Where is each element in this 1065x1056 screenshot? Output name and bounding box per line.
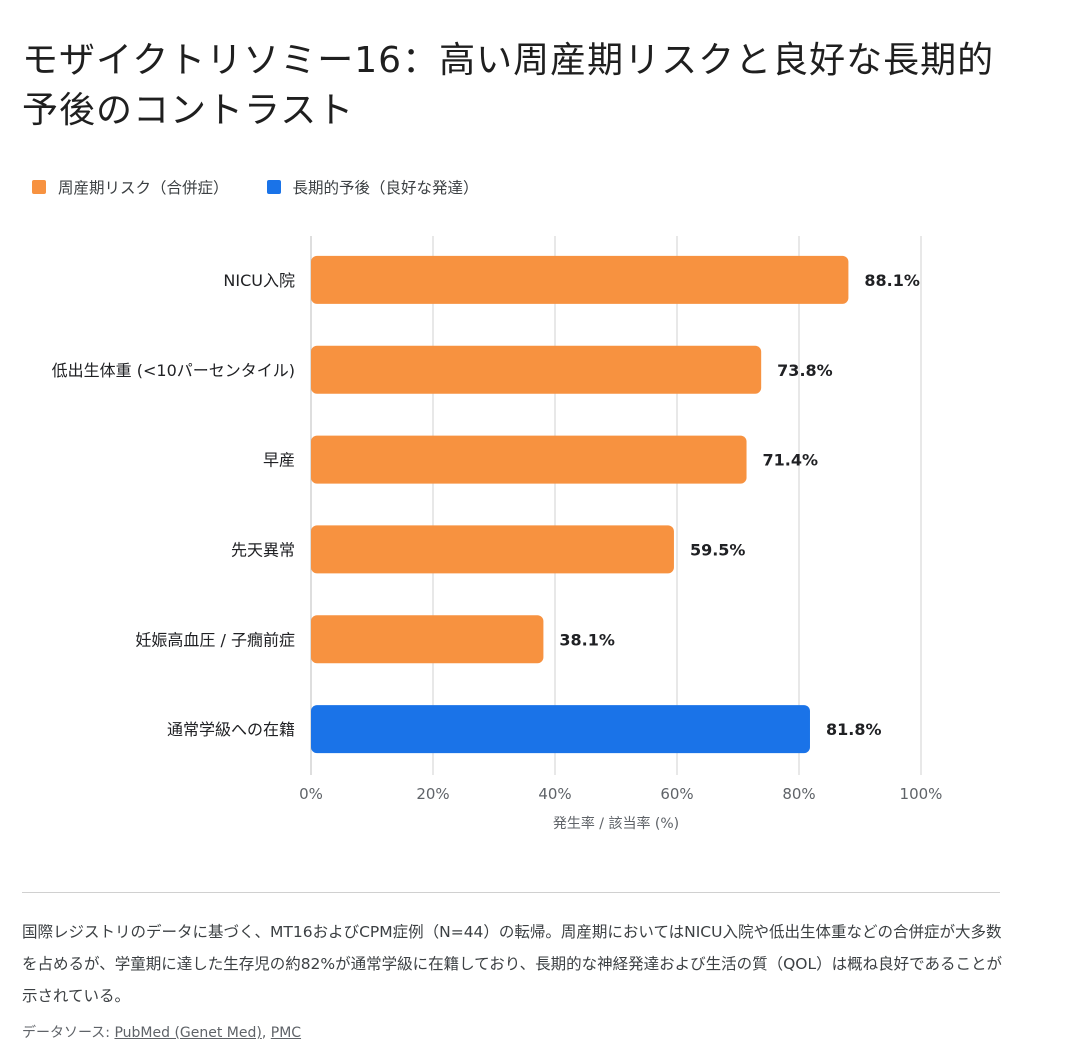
source-link-pmc[interactable]: PMC: [270, 1025, 302, 1041]
value-label: 81.8%: [826, 720, 882, 739]
source-link-pubmed[interactable]: PubMed (Genet Med): [114, 1025, 262, 1041]
divider: [22, 892, 1000, 893]
source-prefix: データソース:: [22, 1025, 115, 1041]
category-label: 早産: [263, 451, 295, 470]
category-label: NICU入院: [223, 271, 295, 290]
category-label: 先天異常: [231, 540, 295, 559]
value-label: 59.5%: [690, 540, 746, 559]
category-label: 妊娠高血圧 / 子癇前症: [135, 630, 295, 649]
legend-label: 周産期リスク（合併症）: [58, 179, 229, 197]
legend-swatch-orange: [32, 180, 46, 194]
x-tick-label: 0%: [299, 785, 323, 803]
x-tick-labels: 0% 20% 40% 60% 80% 100%: [299, 785, 942, 803]
bar[interactable]: [311, 615, 544, 664]
source-separator: ,: [261, 1025, 271, 1041]
legend-item-perinatal-risk[interactable]: 周産期リスク（合併症）: [32, 176, 229, 198]
legend-item-long-term-prognosis[interactable]: 長期的予後（良好な発達）: [266, 176, 479, 198]
data-source: データソース: PubMed (Genet Med), PMC: [22, 1022, 301, 1042]
value-label: 38.1%: [559, 630, 615, 649]
x-tick-label: 100%: [900, 785, 943, 803]
value-label: 71.4%: [763, 451, 819, 470]
bar[interactable]: [311, 525, 674, 574]
x-tick-label: 40%: [538, 785, 571, 803]
value-label: 73.8%: [777, 361, 833, 380]
bar[interactable]: [311, 705, 810, 754]
value-label: 88.1%: [864, 271, 920, 290]
value-labels: 88.1% 73.8% 71.4% 59.5% 38.1% 81.8%: [559, 271, 920, 739]
chart-title: モザイクトリソミー16：高い周産期リスクと良好な長期的予後のコントラスト: [22, 40, 995, 131]
x-axis-title: 発生率 / 該当率 (%): [553, 815, 679, 832]
bar[interactable]: [311, 255, 849, 304]
bar[interactable]: [311, 345, 762, 394]
x-tick-label: 20%: [416, 785, 449, 803]
legend-label: 長期的予後（良好な発達）: [292, 179, 479, 197]
category-label: 通常学級への在籍: [167, 720, 295, 739]
category-label: 低出生体重 (<10パーセンタイル): [52, 361, 295, 380]
bars: [311, 255, 849, 754]
bar[interactable]: [311, 435, 747, 484]
x-tick-label: 60%: [660, 785, 693, 803]
gridlines: [310, 236, 922, 775]
legend: 周産期リスク（合併症） 長期的予後（良好な発達）: [32, 176, 517, 198]
chart-note: 国際レジストリのデータに基づく、MT16およびCPM症例（N=44）の転帰。周産…: [22, 923, 1002, 1005]
x-tick-label: 80%: [782, 785, 815, 803]
legend-swatch-blue: [266, 180, 281, 194]
